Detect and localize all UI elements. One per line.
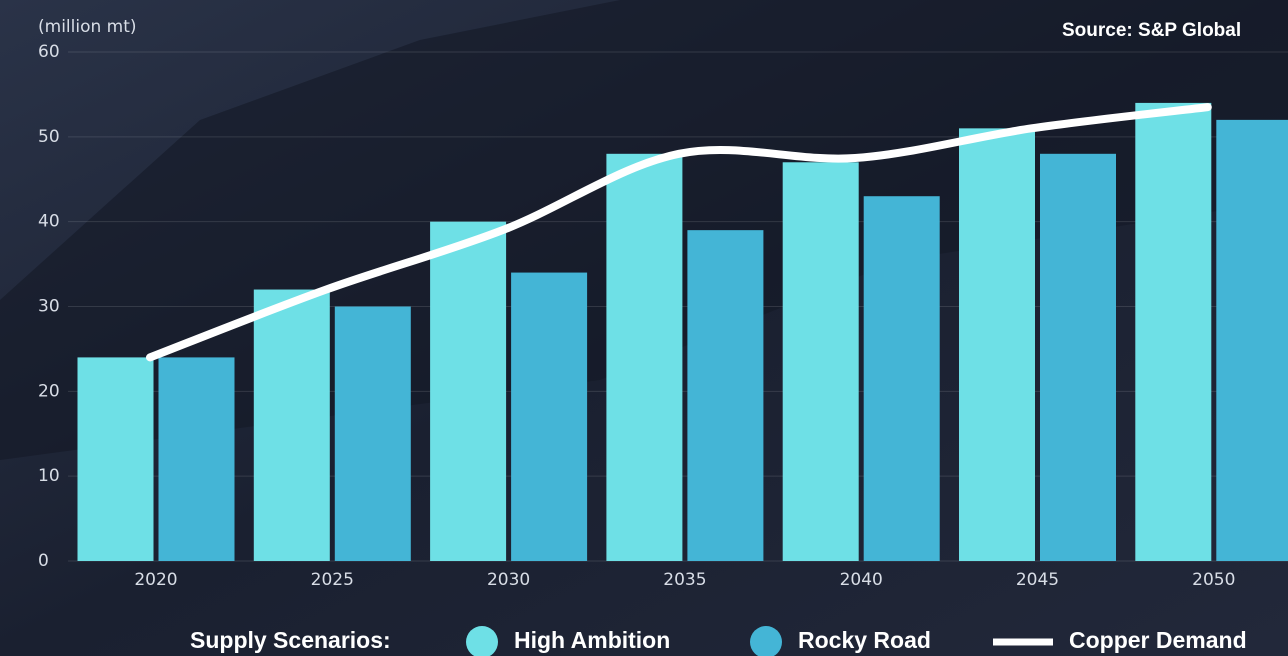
x-tick-label: 2050 — [1192, 570, 1235, 590]
source: Source: S&P Global — [1062, 20, 1241, 41]
bar — [782, 162, 859, 562]
x-tick-label: 2035 — [663, 570, 706, 590]
y-tick-label: 30 — [38, 297, 60, 317]
y-tick-label: 50 — [38, 127, 60, 147]
bar — [687, 230, 764, 561]
demand-line — [146, 103, 1212, 362]
bar — [430, 221, 507, 561]
bar — [959, 128, 1035, 561]
legend: Supply Scenarios: High Ambition Rocky Roa… — [190, 626, 1247, 656]
legend-label: Copper Demand — [1069, 627, 1247, 653]
x-tick-label: 2020 — [134, 570, 177, 590]
y-tick-label: 0 — [38, 551, 49, 571]
x-tick-label: 2045 — [1016, 570, 1059, 590]
x-tick-label: 2040 — [840, 570, 883, 590]
bar — [1040, 153, 1116, 562]
x-tick-label: 2025 — [311, 570, 354, 590]
bar — [1135, 102, 1212, 562]
y-tick-label: 60 — [38, 42, 60, 62]
legend-label: Rocky Road — [798, 627, 931, 653]
legend-swatch — [466, 626, 498, 656]
legend-title: Supply Scenarios: — [190, 627, 391, 653]
y-tick-label: 40 — [38, 212, 60, 232]
bar — [606, 153, 683, 562]
bar — [1216, 119, 1288, 561]
legend-swatch — [750, 626, 782, 656]
bar — [863, 196, 940, 561]
bar — [334, 306, 411, 561]
y-tick-label: 10 — [38, 466, 60, 486]
bar — [158, 357, 235, 561]
y-axis-label: (million mt) — [38, 17, 137, 37]
y-tick-label: 20 — [38, 381, 60, 401]
bar — [77, 357, 154, 561]
x-tick-label: 2030 — [487, 570, 530, 590]
bar — [253, 289, 330, 561]
bar — [511, 272, 588, 561]
legend-label: High Ambition — [514, 627, 670, 653]
